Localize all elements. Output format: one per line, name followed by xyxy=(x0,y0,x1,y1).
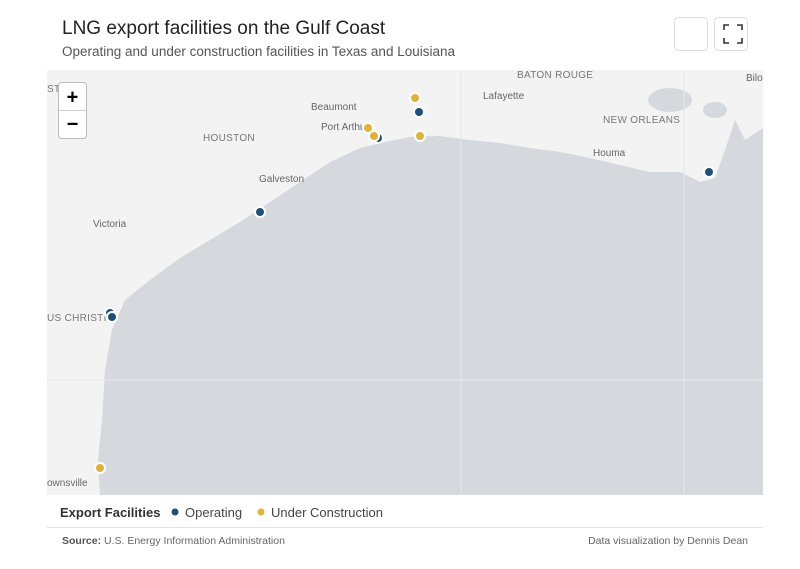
facility-marker xyxy=(703,166,715,178)
place-label: Galveston xyxy=(259,174,304,185)
facility-marker xyxy=(362,122,374,134)
place-label: ownsville xyxy=(47,478,88,489)
facility-marker xyxy=(106,311,118,323)
lake xyxy=(703,102,727,118)
subtitle: Operating and under construction facilit… xyxy=(62,44,455,59)
zoom-in[interactable]: + xyxy=(67,86,79,108)
facility-marker xyxy=(413,106,425,118)
place-label: Lafayette xyxy=(483,91,525,102)
legend-label: Operating xyxy=(185,505,242,520)
place-label: Beaumont xyxy=(311,102,357,113)
fullscreen-icon xyxy=(723,24,743,44)
place-label: Port Arthur xyxy=(321,122,369,133)
facility-marker xyxy=(254,206,266,218)
facility-marker xyxy=(414,130,426,142)
facility-marker xyxy=(94,462,106,474)
legend-swatch xyxy=(256,507,266,517)
facility-marker xyxy=(368,130,380,142)
place-label: HOUSTON xyxy=(203,133,255,144)
legend-label: Under Construction xyxy=(271,505,383,520)
map[interactable]: ST BATON ROUGE Bilo Lafayette Beaumont Port A… xyxy=(47,70,763,495)
place-label: ST xyxy=(47,84,60,95)
place-label: US CHRISTI xyxy=(47,313,107,324)
legend-title: Export Facilities xyxy=(60,505,160,520)
lake xyxy=(648,88,692,112)
land xyxy=(47,70,763,495)
place-label: BATON ROUGE xyxy=(517,70,593,81)
place-label: Bilo xyxy=(746,73,763,84)
place-label: Houma xyxy=(593,148,626,159)
zoom-out[interactable]: − xyxy=(67,113,79,135)
legend-swatch xyxy=(170,507,180,517)
place-label: Victoria xyxy=(93,219,127,230)
source: U.S. Energy Information Administration xyxy=(104,535,285,547)
credit: Data visualization by Dennis Dean xyxy=(588,535,748,547)
place-label: NEW ORLEANS xyxy=(603,115,680,126)
share-button[interactable] xyxy=(674,17,708,51)
fullscreen-button[interactable] xyxy=(714,17,748,51)
source-label: Source: xyxy=(62,535,101,547)
facility-marker xyxy=(409,92,421,104)
title: LNG export facilities on the Gulf Coast xyxy=(62,18,386,39)
